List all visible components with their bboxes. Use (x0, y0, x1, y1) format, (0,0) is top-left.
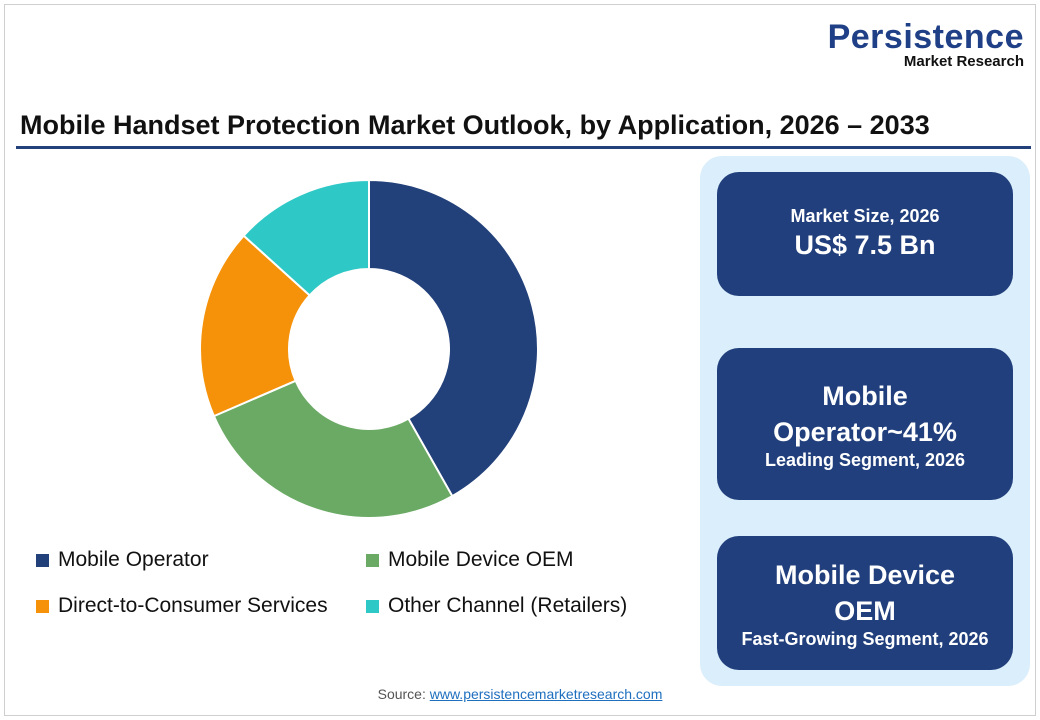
fast-growing-label: Fast-Growing Segment, 2026 (741, 628, 989, 649)
logo-line2: Market Research (903, 53, 1024, 70)
legend-label: Direct-to-Consumer Services (58, 594, 328, 617)
source-link[interactable]: www.persistencemarketresearch.com (429, 686, 663, 702)
legend-label: Other Channel (Retailers) (388, 594, 628, 617)
legend-label: Mobile Device OEM (388, 548, 574, 571)
slice-other-channel-retailers (242, 178, 370, 297)
source-label: Source: (377, 686, 426, 702)
fast-growing-value-2: OEM (834, 595, 896, 626)
market-size-box: Market Size, 2026 US$ 7.5 Bn (717, 172, 1013, 296)
logo-line1: Persistence (827, 18, 1024, 56)
title-divider (16, 146, 1031, 149)
logo: Persistence Market Research (828, 20, 1024, 70)
fast-growing-value-1: Mobile Device (774, 559, 956, 590)
leading-segment-label: Leading Segment, 2026 (764, 449, 966, 470)
legend-swatch (366, 599, 379, 613)
legend-item: Direct-to-Consumer Services (36, 594, 366, 618)
leading-segment-box: Mobile Operator~41% Leading Segment, 202… (717, 348, 1013, 500)
donut-chart (199, 178, 539, 519)
leading-segment-value-2: Operator~41% (773, 416, 957, 447)
fast-growing-box: Mobile Device OEM Fast-Growing Segment, … (717, 536, 1013, 670)
leading-segment-value-1: Mobile (822, 380, 908, 411)
legend-item: Other Channel (Retailers) (366, 594, 666, 618)
chart-title: Mobile Handset Protection Market Outlook… (20, 110, 930, 140)
stats-panel: Market Size, 2026 US$ 7.5 Bn Mobile Oper… (700, 156, 1030, 686)
market-size-label: Market Size, 2026 (790, 205, 940, 226)
legend-swatch (36, 553, 49, 567)
slice-mobile-device-oem (212, 379, 454, 519)
legend-item: Mobile Device OEM (366, 548, 666, 572)
legend-swatch (36, 599, 49, 613)
slice-direct-to-consumer-services (199, 234, 312, 418)
legend-item: Mobile Operator (36, 548, 366, 572)
market-size-value: US$ 7.5 Bn (794, 229, 936, 260)
legend: Mobile Operator Mobile Device OEM Direct-t… (36, 548, 676, 618)
legend-label: Mobile Operator (58, 548, 209, 571)
source: Source: www.persistencemarketresearch.co… (0, 686, 1040, 702)
legend-swatch (366, 553, 379, 567)
slice-mobile-operator (368, 178, 539, 498)
frame (4, 4, 1036, 716)
